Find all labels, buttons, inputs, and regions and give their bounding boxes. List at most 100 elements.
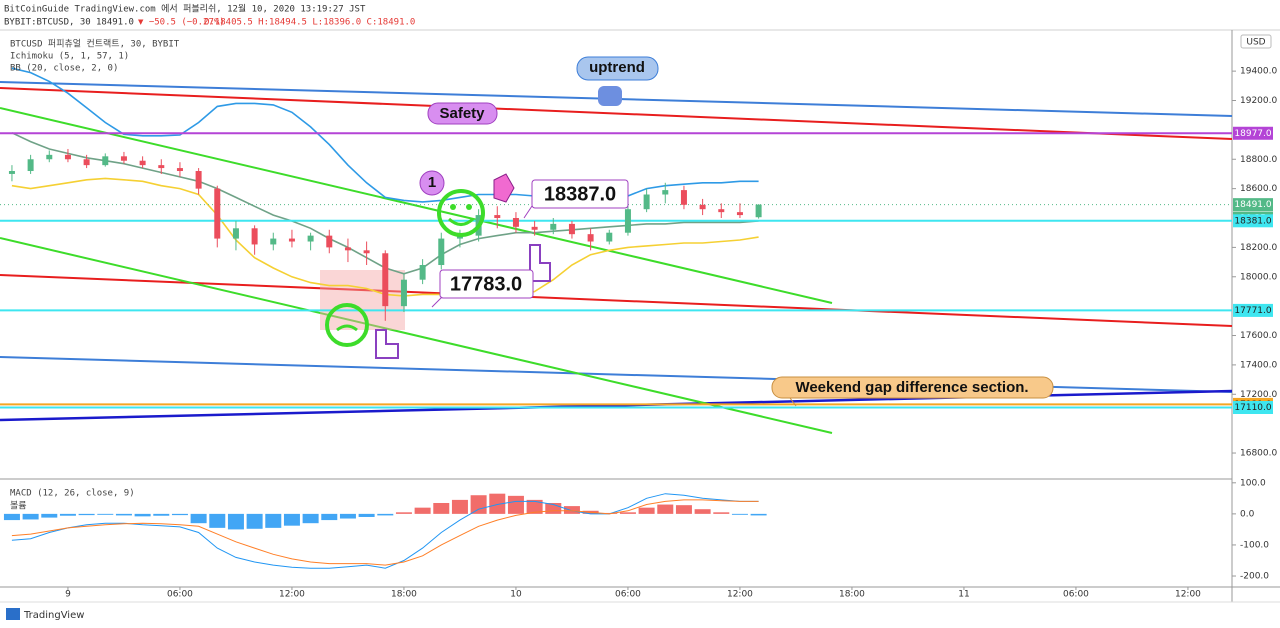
candle-body: [195, 171, 202, 189]
callout-text: Weekend gap difference section.: [795, 379, 1028, 396]
candle-body: [288, 238, 295, 242]
candle-body: [307, 235, 314, 242]
candle-body: [8, 171, 15, 174]
legend-symbol: BTCUSD 퍼피츄얼 컨트랙트, 30, BYBIT: [10, 39, 180, 50]
candle-body: [176, 168, 183, 172]
histogram-bar: [526, 499, 543, 514]
candle-body: [64, 154, 71, 160]
histogram-bar: [489, 493, 506, 514]
y-tick-label: 18800.0: [1240, 155, 1277, 165]
candle-body: [83, 159, 90, 166]
price-tag-label: 17771.0: [1234, 306, 1271, 316]
volume-title: 볼륨: [10, 501, 27, 512]
x-tick-label: 18:00: [839, 590, 865, 600]
histogram-bar: [433, 502, 450, 514]
candle-body: [494, 215, 501, 219]
histogram-bar: [358, 513, 375, 517]
x-tick-label: 10: [510, 590, 522, 600]
y-tick-label: 17600.0: [1240, 331, 1277, 341]
price-tag-label: 18381.0: [1234, 216, 1271, 226]
x-tick-label: 06:00: [1063, 590, 1089, 600]
currency-box: [1240, 34, 1272, 49]
histogram-bar: [190, 513, 207, 524]
histogram-bar: [171, 513, 188, 516]
candle-body: [680, 190, 687, 205]
x-tick-label: 12:00: [727, 590, 753, 600]
histogram-bar: [470, 495, 487, 514]
price-tag: [1233, 303, 1273, 317]
change: ▼ −50.5 (−0.27%): [138, 18, 225, 28]
histogram-bar: [750, 513, 767, 516]
macd-line: [11, 493, 759, 569]
candle-body: [736, 212, 743, 216]
trendline: [0, 237, 833, 434]
callout: [427, 102, 498, 125]
price-tag: [1233, 400, 1273, 414]
histogram-bar: [265, 513, 282, 528]
trendline: [0, 274, 1233, 327]
y-tick-label: 18000.0: [1240, 272, 1277, 282]
candle-body: [606, 232, 613, 242]
x-tick-label: 06:00: [167, 590, 193, 600]
candle-body: [400, 279, 407, 307]
histogram-bar: [414, 507, 431, 514]
histogram-bar: [377, 513, 394, 516]
price-tag: [1233, 214, 1273, 228]
footer-brand: TradingView: [23, 610, 84, 621]
y-tick-label: 18200.0: [1240, 243, 1277, 253]
histogram-bar: [153, 513, 170, 516]
x-tick-label: 11: [958, 590, 969, 600]
y-tick-label: 18600.0: [1240, 184, 1277, 194]
candle-body: [251, 228, 258, 245]
candle-body: [326, 235, 333, 248]
candle-body: [699, 204, 706, 210]
histogram-bar: [246, 513, 263, 529]
legend-ichimoku: Ichimoku (5, 1, 57, 1): [10, 52, 129, 62]
legend-bb: BB (20, close, 2, 0): [10, 64, 118, 74]
smiley: [325, 303, 369, 347]
badge: [419, 170, 445, 196]
histogram-bar: [339, 513, 356, 519]
histogram-bar: [209, 513, 226, 528]
callout-text: uptrend: [589, 59, 645, 76]
x-tick-label: 18:00: [391, 590, 417, 600]
callout: [576, 56, 659, 81]
price-tag-label: 18491.0: [1234, 200, 1271, 210]
histogram-bar: [321, 513, 338, 521]
publisher-line: BitCoinGuide TradingView.com 에서 퍼블리쉬, 12…: [4, 3, 366, 15]
histogram-bar: [97, 513, 114, 515]
smiley: [336, 324, 358, 332]
price-callout: [439, 269, 534, 299]
candle-body: [139, 160, 146, 166]
x-tick-label: 12:00: [279, 590, 305, 600]
candle-body: [755, 204, 762, 218]
histogram-bar: [283, 513, 300, 526]
smiley: [447, 217, 475, 226]
histogram-bar: [22, 513, 39, 520]
candle-body: [550, 223, 557, 230]
logo: [6, 608, 20, 620]
candle-body: [531, 226, 538, 230]
y-tick-label: 19200.0: [1240, 96, 1277, 106]
annotations: BTCUSD 퍼피츄얼 컨트랙트, 30, BYBIT Ichimoku (5,…: [6, 34, 1273, 621]
histogram-bar: [451, 499, 468, 514]
price-tag: [1233, 198, 1273, 212]
range-box: [320, 270, 405, 330]
y-tick-label: 16800.0: [1240, 449, 1277, 459]
callout: [771, 376, 1054, 399]
y-tick-label: 17200.0: [1240, 390, 1277, 400]
histogram-bar: [395, 512, 412, 514]
y-tick-label: -200.0: [1240, 572, 1269, 582]
smiley: [437, 189, 485, 237]
candle-body: [382, 253, 389, 307]
histogram-bar: [694, 509, 711, 514]
price-tag-label: 18977.0: [1234, 129, 1271, 139]
callout-text: Safety: [439, 105, 485, 122]
price-tag-label: 17110.0: [1234, 403, 1271, 413]
price-tag: [1233, 126, 1273, 140]
candle-body: [102, 156, 109, 166]
histogram-bar: [619, 512, 636, 514]
